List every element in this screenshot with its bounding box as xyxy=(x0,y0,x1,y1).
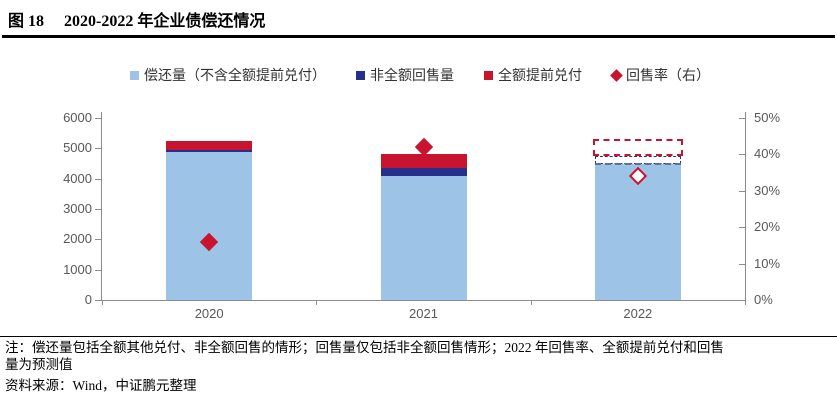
right-axis-tick-label: 50% xyxy=(754,110,781,125)
left-axis-tick xyxy=(95,269,101,271)
source-line: 资料来源：Wind，中证鹏元整理 xyxy=(5,378,197,393)
figure-number-label: 图 18 xyxy=(8,13,45,30)
x-axis-category-label: 2022 xyxy=(623,306,653,321)
note-line-2: 量为预测值 xyxy=(5,357,73,372)
x-axis-tick xyxy=(530,300,532,305)
bar-segment-full-prepayment-forecast-dashed xyxy=(592,139,683,157)
page-title: 图 18 2020-2022 年企业债偿还情况 xyxy=(8,7,265,31)
left-axis-tick-label: 0 xyxy=(84,292,92,307)
x-axis-category-label: 2020 xyxy=(194,306,224,321)
left-axis-tick xyxy=(95,300,101,301)
left-axis-tick-label: 2000 xyxy=(63,231,92,247)
legend-item-partial-putback: 非全额回售量 xyxy=(356,65,454,85)
bar-segment-repayment-ex-full-prepay xyxy=(594,164,681,300)
bar-segment-full-prepayment xyxy=(166,141,253,151)
putback-rate-legend-diamond-icon xyxy=(610,68,623,82)
left-axis-tick xyxy=(95,148,101,150)
right-axis-tick xyxy=(739,263,745,265)
right-axis-tick-label: 0% xyxy=(754,292,773,307)
bar-segment-full-prepayment xyxy=(380,153,467,169)
right-axis-line xyxy=(745,112,746,300)
bar-segment-partial-putback xyxy=(380,168,467,176)
left-axis-tick-label: 1000 xyxy=(63,261,92,277)
note-line-1: 注：偿还量包括全额其他兑付、非全额回售的情形；回售量仅包括非全额回售情形；202… xyxy=(5,340,724,355)
partial-putback-legend-square-icon xyxy=(356,70,365,80)
legend-label: 偿还量（不含全额提前兑付） xyxy=(144,67,326,83)
left-axis-tick xyxy=(95,209,101,210)
title-divider-rule xyxy=(2,35,835,38)
left-axis-tick xyxy=(95,239,101,241)
figure-title-text: 2020-2022 年企业债偿还情况 xyxy=(64,13,266,30)
notes-divider-rule xyxy=(0,336,837,337)
x-axis-line xyxy=(101,300,746,301)
x-axis-tick xyxy=(102,300,103,305)
left-axis-line xyxy=(101,112,102,300)
forecast-bar-top-dashed-line xyxy=(594,163,681,166)
left-axis-tick-label: 6000 xyxy=(63,110,92,125)
chart-legend: 偿还量（不含全额提前兑付） 非全额回售量 全额提前兑付 回售率（右） xyxy=(90,65,750,85)
bar-segment-partial-putback xyxy=(166,150,253,153)
right-axis-tick-label: 10% xyxy=(754,255,781,271)
legend-item-full-prepayment: 全额提前兑付 xyxy=(484,65,582,85)
full-prepayment-legend-square-icon xyxy=(484,70,493,80)
legend-item-repayment-ex-full-prepay: 偿还量（不含全额提前兑付） xyxy=(130,65,326,85)
legend-label: 回售率（右） xyxy=(626,67,710,83)
right-axis-tick xyxy=(739,154,745,156)
right-axis-tick-label: 40% xyxy=(754,146,781,162)
right-axis-tick xyxy=(739,190,745,192)
left-axis-tick-label: 4000 xyxy=(63,170,92,186)
right-axis-tick-label: 20% xyxy=(754,219,781,235)
x-axis-tick xyxy=(745,300,746,305)
left-axis-tick xyxy=(95,178,101,180)
x-axis-tick xyxy=(316,300,318,305)
right-axis-tick xyxy=(739,118,745,119)
bar-segment-repayment-ex-full-prepay xyxy=(166,152,253,300)
legend-label: 全额提前兑付 xyxy=(498,67,582,83)
bar-segment-repayment-ex-full-prepay xyxy=(380,175,467,300)
right-axis-tick xyxy=(739,300,745,301)
chart-notes: 注：偿还量包括全额其他兑付、非全额回售的情形；回售量仅包括非全额回售情形；202… xyxy=(5,339,724,394)
left-axis-tick-label: 3000 xyxy=(63,201,92,216)
legend-label: 非全额回售量 xyxy=(370,67,454,83)
right-axis-tick-label: 30% xyxy=(754,182,781,198)
left-axis-tick-label: 5000 xyxy=(63,140,92,156)
x-axis-category-label: 2021 xyxy=(409,306,438,321)
repayment-ex-full-prepay-legend-square-icon xyxy=(130,70,139,80)
left-axis-tick xyxy=(95,118,101,119)
right-axis-tick xyxy=(739,227,745,229)
legend-item-putback-rate: 回售率（右） xyxy=(610,65,710,85)
